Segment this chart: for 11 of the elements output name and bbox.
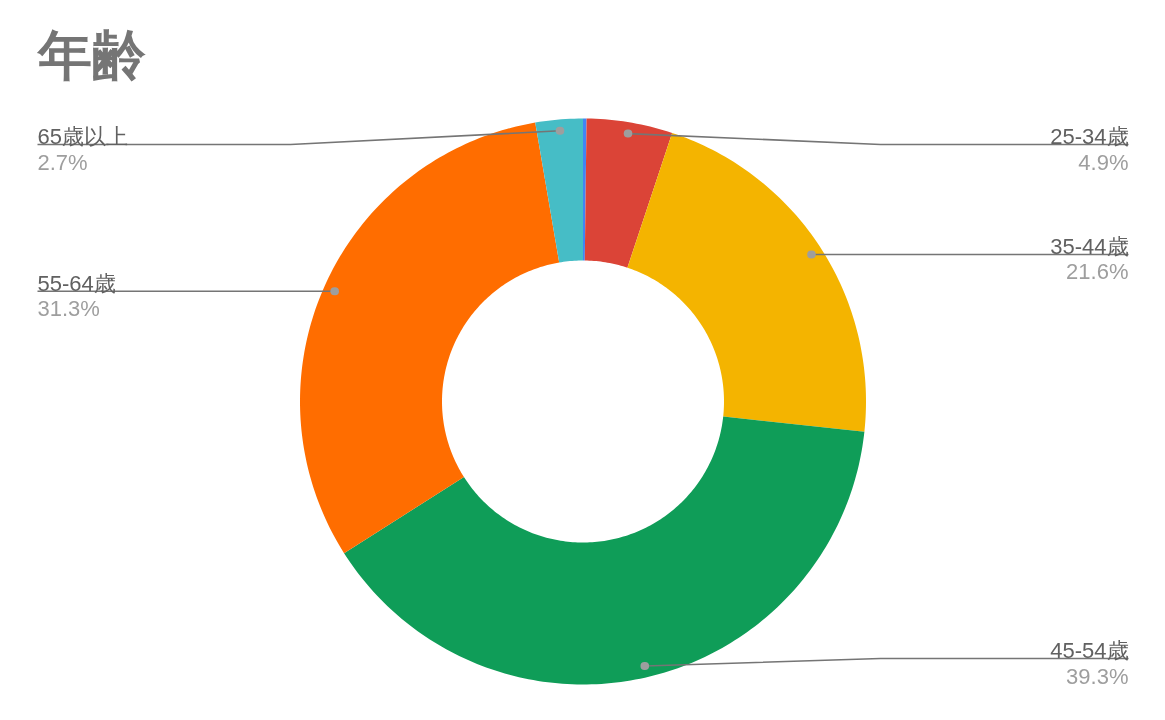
slice-label: 55-64歳 xyxy=(37,270,116,296)
data-label: 4.9% xyxy=(1078,149,1129,175)
data-label: 39.3% xyxy=(1066,663,1129,689)
chart-title: 年齢 xyxy=(35,24,146,85)
slice-label: 25-34歳 xyxy=(1050,124,1129,149)
data-label: 31.3% xyxy=(37,296,100,322)
slice-label: 65歳以上 xyxy=(37,124,128,149)
data-label: 21.6% xyxy=(1066,259,1129,285)
slice-label: 45-54歳 xyxy=(1050,638,1129,663)
slice-label: 35-44歳 xyxy=(1050,233,1129,259)
data-label: 2.7% xyxy=(37,149,88,175)
